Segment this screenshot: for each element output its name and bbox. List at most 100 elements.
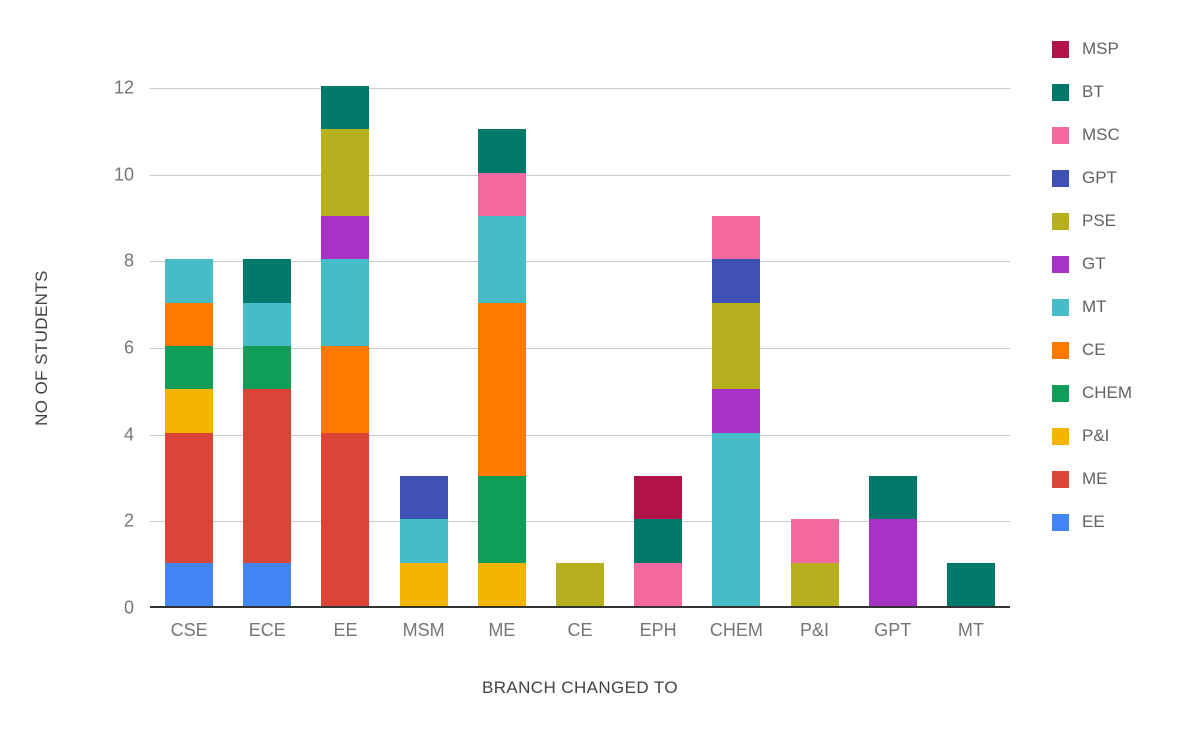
x-category-label-ee: EE xyxy=(333,620,358,640)
bar-segment-ece-chem[interactable] xyxy=(243,346,292,390)
x-category-label-me: ME xyxy=(488,620,516,640)
bar-segment-pandi-msc[interactable] xyxy=(790,519,839,563)
bar-segment-pandi-pse[interactable] xyxy=(790,562,839,606)
x-category-label-cse: CSE xyxy=(170,620,208,640)
bar-segment-ece-ee[interactable] xyxy=(243,562,292,606)
bar-segment-mt-bt[interactable] xyxy=(946,562,995,606)
bar-segment-ee-me[interactable] xyxy=(321,432,370,606)
x-category-label-eph: EPH xyxy=(639,620,677,640)
legend-swatch-bt xyxy=(1052,83,1069,101)
gridline xyxy=(150,348,1010,349)
x-category-label-ece: ECE xyxy=(248,620,286,640)
gridline xyxy=(150,521,1010,523)
bar-group-cse xyxy=(165,259,214,606)
plot-area: 0 2 4 6 8 10 12 CSE ECE EE MSM ME CE EPH CHEM P&I GPT MT xyxy=(114,78,1010,640)
legend-label-mt: MT xyxy=(1082,297,1107,316)
bar-segment-ece-mt[interactable] xyxy=(243,302,292,347)
gridline xyxy=(150,174,1010,176)
bar-segment-eph-msc[interactable] xyxy=(634,562,683,606)
bar-segment-ece-bt[interactable] xyxy=(243,259,292,303)
bar-segment-ee-ce[interactable] xyxy=(321,346,370,433)
bar-segment-cse-mt[interactable] xyxy=(165,259,214,303)
bar-group-ee xyxy=(321,86,370,606)
legend-swatch-ce xyxy=(1052,341,1069,359)
bar-segment-chem-mt[interactable] xyxy=(712,432,761,606)
legend-item-msp: MSP xyxy=(1052,36,1132,62)
legend-item-msc: MSC xyxy=(1052,122,1132,148)
bar-segment-chem-pse[interactable] xyxy=(712,302,761,390)
legend-label-pse: PSE xyxy=(1082,211,1117,230)
bar-segment-cse-me[interactable] xyxy=(165,432,214,563)
bar-segment-cse-ee[interactable] xyxy=(165,562,214,606)
y-tick-label: 12 xyxy=(113,77,134,98)
legend-label-gt: GT xyxy=(1082,254,1106,273)
legend-swatch-gpt xyxy=(1052,169,1069,187)
bar-segment-cse-pandi[interactable] xyxy=(165,389,214,433)
bar-segment-msm-pandi[interactable] xyxy=(399,562,448,606)
gridline xyxy=(150,261,1010,263)
bar-segment-me-ce[interactable] xyxy=(477,302,526,477)
legend-item-bt: BT xyxy=(1052,79,1132,105)
legend-item-gt: GT xyxy=(1052,251,1132,277)
bar-segment-chem-gpt[interactable] xyxy=(712,259,761,303)
legend: MSP BT MSC GPT PSE GT MT CE CHEM P&I ME EE xyxy=(1052,36,1132,552)
bar-segment-eph-bt[interactable] xyxy=(634,519,683,563)
bar-segment-eph-msp[interactable] xyxy=(634,476,683,520)
bar-segment-msm-mt[interactable] xyxy=(399,519,448,563)
bar-group-pandi xyxy=(790,519,839,606)
bar-segment-me-pandi[interactable] xyxy=(477,562,526,606)
bar-segment-ee-pse[interactable] xyxy=(321,129,370,217)
y-axis-title: NO OF STUDENTS xyxy=(32,270,51,426)
bar-segment-chem-gt[interactable] xyxy=(712,389,761,433)
bar-segment-gpt-bt[interactable] xyxy=(868,476,917,520)
bar-segment-me-mt[interactable] xyxy=(477,216,526,303)
legend-label-ce: CE xyxy=(1082,340,1106,359)
x-category-label-chem: CHEM xyxy=(709,620,763,640)
bar-group-mt xyxy=(946,562,995,606)
legend-item-pandi: P&I xyxy=(1052,423,1132,449)
bar-segment-chem-msc[interactable] xyxy=(712,216,761,260)
gridline xyxy=(150,434,1010,436)
bar-segment-ce-pse[interactable] xyxy=(556,562,604,606)
bar-segment-ece-me[interactable] xyxy=(243,389,292,563)
legend-swatch-chem xyxy=(1052,384,1069,402)
bar-segment-ee-gt[interactable] xyxy=(321,216,370,260)
bar-group-me xyxy=(477,129,526,606)
bar-segment-me-bt[interactable] xyxy=(477,129,526,173)
x-category-label-ce: CE xyxy=(567,620,593,640)
bar-group-msm xyxy=(399,476,448,606)
y-tick-label: 4 xyxy=(123,424,134,445)
bar-segment-msm-gpt[interactable] xyxy=(399,476,448,520)
legend-label-pandi: P&I xyxy=(1082,426,1110,445)
legend-swatch-msc xyxy=(1052,126,1069,144)
legend-label-ee: EE xyxy=(1082,512,1105,531)
x-category-label-gpt: GPT xyxy=(874,620,912,640)
bar-segment-ee-mt[interactable] xyxy=(321,259,370,347)
legend-item-pse: PSE xyxy=(1052,208,1132,234)
legend-item-chem: CHEM xyxy=(1052,380,1132,406)
bar-segment-ee-bt[interactable] xyxy=(321,86,370,130)
legend-item-gpt: GPT xyxy=(1052,165,1132,191)
y-tick-label: 6 xyxy=(123,337,134,358)
legend-item-mt: MT xyxy=(1052,294,1132,320)
bar-group-eph xyxy=(634,476,683,606)
legend-swatch-pse xyxy=(1052,212,1069,230)
bar-segment-gpt-gt[interactable] xyxy=(868,519,917,606)
x-category-label-pandi: P&I xyxy=(800,620,830,640)
legend-swatch-msp xyxy=(1052,40,1069,58)
x-axis-title: BRANCH CHANGED TO xyxy=(481,678,679,697)
bar-group-gpt xyxy=(868,476,917,606)
bar-segment-cse-chem[interactable] xyxy=(165,346,214,390)
legend-swatch-ee xyxy=(1052,513,1069,531)
bar-group-ece xyxy=(243,259,292,606)
legend-item-ce: CE xyxy=(1052,337,1132,363)
x-category-label-mt: MT xyxy=(957,620,984,640)
legend-item-ee: EE xyxy=(1052,509,1132,535)
y-tick-label: 10 xyxy=(113,164,134,185)
legend-label-chem: CHEM xyxy=(1082,383,1133,402)
bar-segment-me-chem[interactable] xyxy=(477,476,526,563)
bar-segment-cse-ce[interactable] xyxy=(165,302,214,347)
gridline xyxy=(150,88,1010,89)
bar-segment-me-msc[interactable] xyxy=(477,172,526,217)
